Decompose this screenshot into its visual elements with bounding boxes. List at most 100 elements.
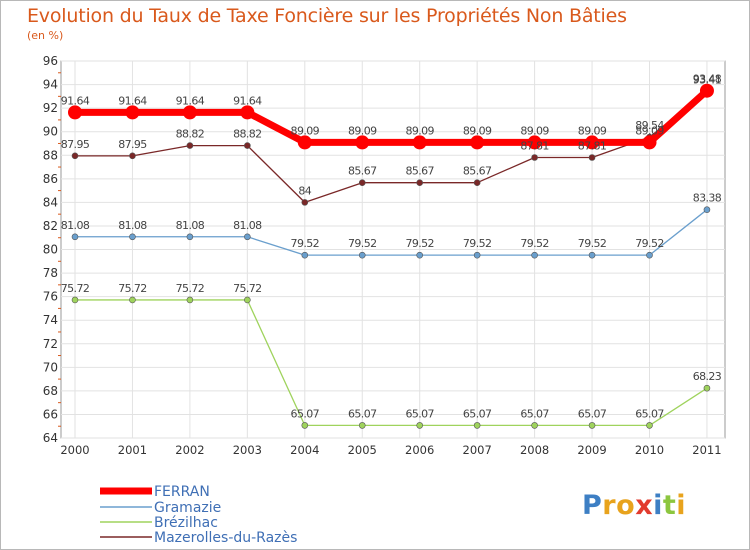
data-point-mazerolles-du-razes — [301, 199, 309, 206]
data-label-mazerolles-du-razes: 85.67 — [463, 165, 492, 178]
legend-item-brezilhac[interactable]: Brézilhac — [100, 516, 218, 530]
legend-swatch — [100, 529, 152, 548]
data-label-mazerolles-du-razes: 84 — [298, 184, 311, 197]
logo-letter: x — [635, 490, 654, 521]
x-tick-label: 2008 — [520, 443, 549, 457]
y-tick-label: 70 — [43, 360, 58, 374]
data-label-mazerolles-du-razes: 87.95 — [118, 138, 147, 151]
series-line-mazerolles-du-razes — [74, 90, 708, 204]
legend-swatch — [100, 483, 152, 502]
data-label-mazerolles-du-razes: 89.54 — [635, 119, 664, 132]
data-point-brezilhac — [358, 422, 366, 429]
data-label-ferran: 89.09 — [291, 124, 320, 137]
chart-title: Evolution du Taux de Taxe Foncière sur l… — [27, 5, 627, 27]
y-tick-label: 94 — [43, 78, 58, 92]
data-point-gramazie — [646, 251, 653, 259]
data-label-ferran: 91.64 — [233, 94, 262, 107]
data-point-gramazie — [129, 233, 136, 241]
data-label-mazerolles-du-razes: 87.95 — [61, 138, 90, 151]
data-label-mazerolles-du-razes: 88.82 — [233, 128, 262, 141]
y-tick-label: 72 — [43, 337, 58, 351]
data-point-mazerolles-du-razes — [186, 142, 194, 149]
data-label-gramazie: 79.52 — [635, 237, 664, 250]
logo-letter: i — [653, 490, 663, 521]
x-tick-label: 2009 — [577, 443, 606, 457]
data-point-ferran — [699, 83, 714, 98]
y-tick-label: 68 — [43, 384, 58, 398]
x-tick-label: 2004 — [290, 443, 319, 457]
data-label-mazerolles-du-razes: 87.81 — [578, 139, 607, 152]
data-label-brezilhac: 65.07 — [405, 407, 434, 420]
data-point-gramazie — [358, 251, 366, 259]
series-line-gramazie — [74, 209, 708, 256]
data-point-brezilhac — [646, 422, 653, 429]
x-tick-label: 2011 — [692, 443, 721, 457]
data-point-brezilhac — [71, 296, 79, 304]
data-label-brezilhac: 75.72 — [118, 282, 147, 295]
data-point-mazerolles-du-razes — [531, 154, 538, 161]
data-label-ferran: 89.09 — [520, 124, 549, 137]
data-point-gramazie — [301, 251, 309, 259]
data-point-ferran — [182, 105, 197, 120]
data-point-brezilhac — [244, 296, 251, 304]
data-point-brezilhac — [588, 422, 596, 429]
y-tick-label: 64 — [43, 431, 58, 445]
data-label-gramazie: 81.08 — [118, 219, 147, 232]
data-label-brezilhac: 65.07 — [635, 407, 664, 420]
y-tick-label: 74 — [43, 313, 58, 327]
x-tick-label: 2003 — [233, 443, 262, 457]
data-label-brezilhac: 75.72 — [176, 282, 205, 295]
data-label-ferran: 89.09 — [463, 124, 492, 137]
data-label-brezilhac: 68.23 — [693, 370, 722, 383]
x-tick-label: 2010 — [635, 443, 664, 457]
data-label-gramazie: 81.08 — [233, 219, 262, 232]
y-tick-label: 86 — [43, 172, 58, 186]
y-tick-label: 76 — [43, 290, 58, 304]
data-label-ferran: 93.48 — [693, 73, 722, 86]
series-line-brezilhac — [74, 299, 708, 427]
data-label-mazerolles-du-razes: 93.41 — [693, 74, 722, 87]
logo-letter: i — [676, 490, 687, 521]
data-point-gramazie — [71, 233, 79, 241]
data-label-gramazie: 83.38 — [693, 192, 722, 205]
data-point-brezilhac — [416, 422, 424, 429]
y-tick-label: 96 — [43, 54, 58, 68]
series-line-ferran — [71, 87, 711, 146]
data-label-mazerolles-du-razes: 88.82 — [176, 128, 205, 141]
data-point-mazerolles-du-razes — [129, 152, 136, 160]
data-label-brezilhac: 75.72 — [61, 282, 90, 295]
data-label-gramazie: 79.52 — [578, 237, 607, 250]
data-label-brezilhac: 65.07 — [291, 407, 320, 420]
data-label-ferran: 89.09 — [405, 124, 434, 137]
data-label-gramazie: 79.52 — [348, 237, 377, 250]
legend-item-gramazie[interactable]: Gramazie — [100, 501, 221, 515]
data-label-gramazie: 79.52 — [520, 237, 549, 250]
data-point-ferran — [355, 135, 370, 150]
data-point-ferran — [412, 135, 427, 150]
y-tick-label: 88 — [43, 148, 58, 162]
data-point-ferran — [68, 105, 82, 120]
logo-letter: P — [582, 490, 603, 521]
data-point-gramazie — [473, 251, 481, 259]
data-label-brezilhac: 75.72 — [233, 282, 262, 295]
data-label-brezilhac: 65.07 — [520, 407, 549, 420]
legend-item-ferran[interactable]: FERRAN — [100, 485, 210, 499]
unit-label: (en %) — [27, 29, 64, 42]
data-label-brezilhac: 65.07 — [578, 407, 607, 420]
y-tick-label: 78 — [43, 266, 58, 280]
legend-item-mazerolles[interactable]: Mazerolles-du-Razès — [100, 531, 297, 545]
data-point-ferran — [470, 135, 485, 150]
y-tick-label: 82 — [43, 219, 58, 233]
data-label-gramazie: 79.52 — [463, 237, 492, 250]
data-point-mazerolles-du-razes — [473, 179, 481, 187]
data-point-mazerolles-du-razes — [588, 154, 596, 161]
y-tick-label: 92 — [43, 101, 58, 115]
data-label-ferran: 91.64 — [176, 94, 205, 107]
legend-swatch — [100, 499, 152, 518]
data-label-ferran: 89.09 — [578, 124, 607, 137]
x-tick-label: 2002 — [175, 443, 204, 457]
data-point-mazerolles-du-razes — [416, 179, 424, 187]
legend-swatch — [100, 514, 152, 533]
data-label-gramazie: 81.08 — [176, 219, 205, 232]
logo-letter: o — [616, 490, 636, 521]
